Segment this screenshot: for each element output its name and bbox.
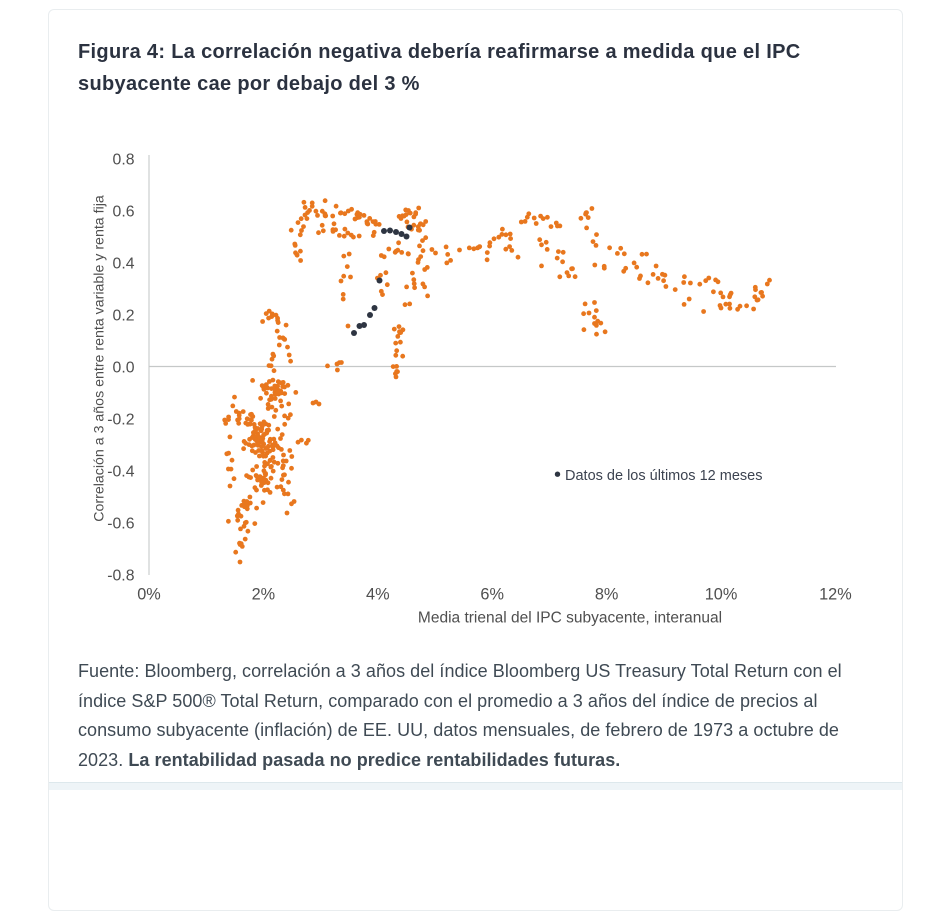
svg-text:-0.6: -0.6 (107, 516, 134, 533)
svg-text:Datos de los últimos 12 meses: Datos de los últimos 12 meses (565, 468, 762, 484)
svg-text:12%: 12% (819, 586, 852, 604)
svg-text:-0.2: -0.2 (107, 412, 134, 429)
svg-text:0%: 0% (137, 586, 161, 604)
svg-text:0.2: 0.2 (113, 308, 135, 325)
svg-text:0.8: 0.8 (113, 152, 135, 169)
svg-text:0.6: 0.6 (113, 204, 135, 221)
svg-text:6%: 6% (480, 586, 504, 604)
svg-text:2%: 2% (252, 586, 276, 604)
svg-text:10%: 10% (705, 586, 738, 604)
svg-text:0.0: 0.0 (113, 360, 135, 377)
svg-text:8%: 8% (595, 586, 619, 604)
svg-text:4%: 4% (366, 586, 390, 604)
svg-text:-0.8: -0.8 (107, 568, 134, 585)
svg-text:0.4: 0.4 (113, 256, 135, 273)
svg-text:-0.4: -0.4 (107, 464, 134, 481)
svg-text:Media trienal del IPC subyacen: Media trienal del IPC subyacente, intera… (418, 610, 722, 627)
svg-text:Correlación a 3 años entre ren: Correlación a 3 años entre renta variabl… (92, 195, 108, 522)
